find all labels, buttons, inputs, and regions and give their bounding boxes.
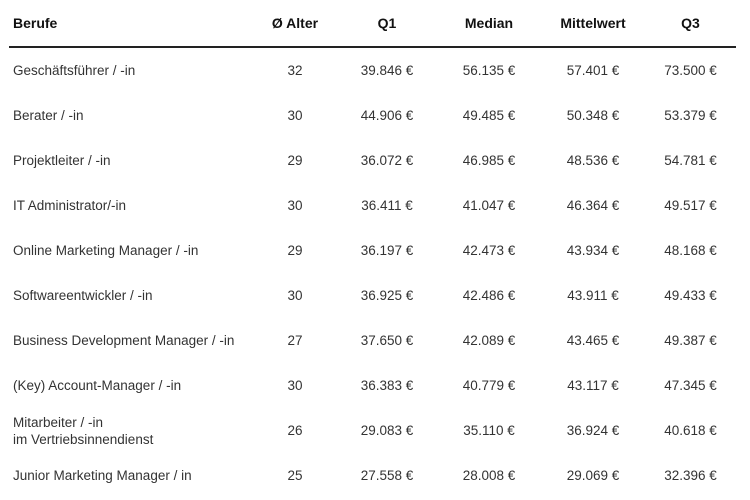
cell-mittelwert: 48.536 € xyxy=(566,153,620,168)
cell-q3: 49.517 € xyxy=(664,198,717,213)
cell-beruf: Junior Marketing Manager / in xyxy=(9,467,253,484)
cell-median: 42.473 € xyxy=(462,243,516,258)
table-row: Online Marketing Manager / -in 29 36.197 €… xyxy=(9,228,736,273)
table-row: Softwareentwickler / -in 30 36.925 € 42.486… xyxy=(9,273,736,318)
cell-mittelwert: 57.401 € xyxy=(566,63,620,78)
cell-median: 41.047 € xyxy=(462,198,516,213)
cell-q3: 32.396 € xyxy=(664,468,717,483)
beruf-line: Softwareentwickler / -in xyxy=(13,288,153,303)
cell-mittelwert: 43.465 € xyxy=(566,333,620,348)
cell-alter: 30 xyxy=(287,108,303,123)
cell-median: 42.089 € xyxy=(462,333,516,348)
cell-q1: 44.906 € xyxy=(360,108,414,123)
cell-alter: 29 xyxy=(287,243,303,258)
beruf-line: Projektleiter / -in xyxy=(13,153,111,168)
cell-median: 46.985 € xyxy=(462,153,516,168)
beruf-line-2: im Vertriebsinnendienst xyxy=(13,431,154,447)
cell-alter: 30 xyxy=(287,288,303,303)
header-q1: Q1 xyxy=(377,15,397,31)
table-row: Berater / -in 30 44.906 € 49.485 € 50.348 € 5… xyxy=(9,93,736,138)
cell-beruf: Geschäftsführer / -in xyxy=(9,62,253,79)
cell-mittelwert: 50.348 € xyxy=(566,108,620,123)
cell-q1: 36.072 € xyxy=(360,153,414,168)
cell-beruf: Softwareentwickler / -in xyxy=(9,287,253,304)
cell-q3: 53.379 € xyxy=(664,108,717,123)
cell-median: 42.486 € xyxy=(462,288,516,303)
beruf-line: Business Development Manager / -in xyxy=(13,333,235,348)
cell-median: 28.008 € xyxy=(462,468,516,483)
cell-mittelwert: 43.934 € xyxy=(566,243,620,258)
cell-q3: 49.433 € xyxy=(664,288,717,303)
cell-alter: 30 xyxy=(287,378,303,393)
beruf-line: Junior Marketing Manager / in xyxy=(13,468,192,483)
table-row: Junior Marketing Manager / in 25 27.558 € 2… xyxy=(9,453,736,498)
cell-mittelwert: 36.924 € xyxy=(566,423,620,438)
cell-alter: 26 xyxy=(287,423,303,438)
cell-q1: 36.411 € xyxy=(361,198,413,213)
cell-q1: 36.197 € xyxy=(360,243,414,258)
cell-q3: 54.781 € xyxy=(664,153,717,168)
table-row: Geschäftsführer / -in 32 39.846 € 56.135 € 5… xyxy=(9,48,736,93)
cell-alter: 32 xyxy=(287,63,303,78)
cell-beruf: Mitarbeiter / -in im Vertriebsinnendienst xyxy=(9,414,253,448)
cell-beruf: Business Development Manager / -in xyxy=(9,332,253,349)
cell-beruf: Online Marketing Manager / -in xyxy=(9,242,253,259)
cell-q1: 29.083 € xyxy=(360,423,414,438)
cell-median: 35.110 € xyxy=(463,423,515,438)
cell-alter: 27 xyxy=(287,333,303,348)
cell-mittelwert: 43.911 € xyxy=(567,288,619,303)
table-row: Projektleiter / -in 29 36.072 € 46.985 € 48.… xyxy=(9,138,736,183)
cell-beruf: Projektleiter / -in xyxy=(9,152,253,169)
header-alter: Ø Alter xyxy=(271,15,319,31)
cell-q1: 36.925 € xyxy=(360,288,414,303)
cell-q3: 49.387 € xyxy=(664,333,717,348)
cell-median: 40.779 € xyxy=(462,378,516,393)
cell-q3: 48.168 € xyxy=(664,243,717,258)
beruf-line: Berater / -in xyxy=(13,108,84,123)
cell-q3: 40.618 € xyxy=(664,423,717,438)
cell-q3: 73.500 € xyxy=(664,63,717,78)
cell-beruf: (Key) Account-Manager / -in xyxy=(9,377,253,394)
cell-median: 49.485 € xyxy=(462,108,516,123)
header-berufe: Berufe xyxy=(13,14,58,31)
cell-q3: 47.345 € xyxy=(664,378,717,393)
header-q3: Q3 xyxy=(681,15,700,31)
cell-q1: 27.558 € xyxy=(360,468,414,483)
cell-alter: 29 xyxy=(287,153,303,168)
cell-alter: 25 xyxy=(287,468,303,483)
cell-mittelwert: 29.069 € xyxy=(566,468,620,483)
header-median: Median xyxy=(464,15,514,31)
cell-median: 56.135 € xyxy=(462,63,516,78)
table-row: (Key) Account-Manager / -in 30 36.383 € 40.… xyxy=(9,363,736,408)
salary-table: Berufe Ø Alter Q1 Median Mittelwert Q3 G… xyxy=(9,0,736,498)
cell-mittelwert: 46.364 € xyxy=(566,198,620,213)
cell-mittelwert: 43.117 € xyxy=(567,378,619,393)
beruf-line: Online Marketing Manager / -in xyxy=(13,243,199,258)
table-row: Mitarbeiter / -in im Vertriebsinnendienst… xyxy=(9,408,736,453)
beruf-line: Geschäftsführer / -in xyxy=(13,63,136,78)
cell-q1: 36.383 € xyxy=(360,378,414,393)
cell-beruf: IT Administrator/-in xyxy=(9,197,253,214)
beruf-line: (Key) Account-Manager / -in xyxy=(13,378,182,393)
beruf-line: Mitarbeiter / -in xyxy=(13,414,104,430)
beruf-line: IT Administrator/-in xyxy=(13,198,127,213)
table-row: IT Administrator/-in 30 36.411 € 41.047 € 46… xyxy=(9,183,736,228)
cell-beruf: Berater / -in xyxy=(9,107,253,124)
header-mittelwert: Mittelwert xyxy=(560,15,626,31)
cell-q1: 37.650 € xyxy=(360,333,414,348)
table-body: Geschäftsführer / -in 32 39.846 € 56.135 € 5… xyxy=(9,48,736,498)
cell-alter: 30 xyxy=(287,198,303,213)
cell-q1: 39.846 € xyxy=(360,63,414,78)
table-row: Business Development Manager / -in 27 37.6… xyxy=(9,318,736,363)
table-header: Berufe Ø Alter Q1 Median Mittelwert Q3 xyxy=(9,0,736,48)
